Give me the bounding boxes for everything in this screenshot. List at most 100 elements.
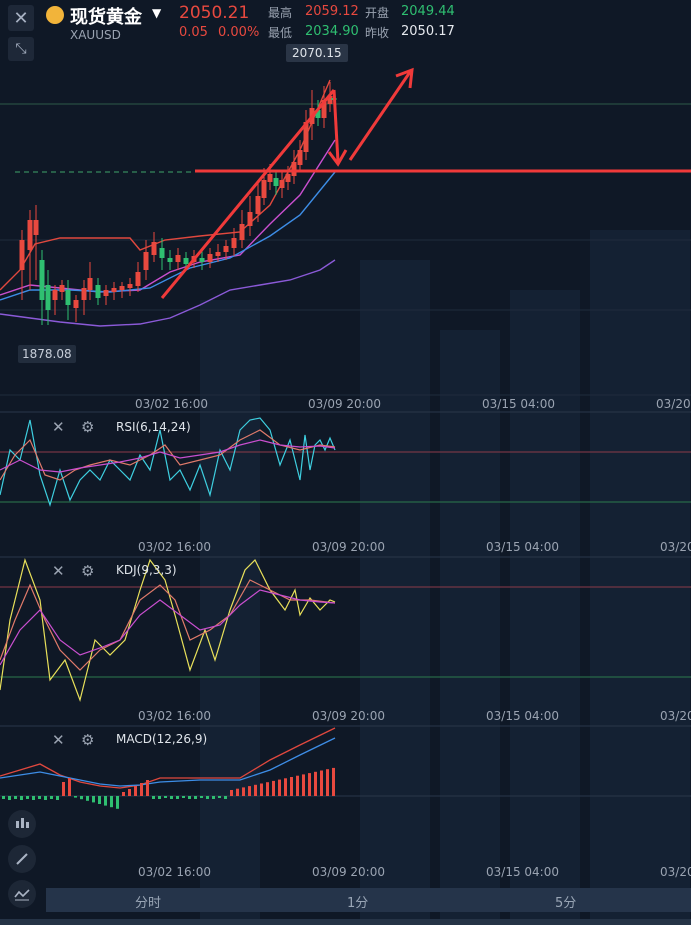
open-value: 2049.44 — [401, 4, 455, 19]
macd-bar — [56, 796, 59, 800]
macd-bar — [104, 796, 107, 806]
macd-bar — [326, 769, 329, 796]
macd-bar — [320, 770, 323, 796]
trend-annotations — [160, 67, 691, 299]
macd-bar — [44, 796, 47, 800]
gear-icon: ⚙ — [81, 418, 95, 436]
candlestick-style-button[interactable] — [8, 810, 36, 838]
tab-5min[interactable]: 5分 — [555, 896, 577, 911]
close-icon: ✕ — [52, 562, 65, 580]
macd-bar — [314, 771, 317, 796]
candle-body — [261, 180, 267, 198]
macd-bar — [260, 783, 263, 796]
remove-macd-button[interactable]: ✕ — [52, 731, 65, 749]
bottom-bar — [0, 919, 691, 925]
x-tick: 03/15 04:00 — [482, 397, 555, 411]
price-change-pct: 0.00% — [218, 25, 260, 40]
macd-lines — [0, 727, 336, 789]
candle-body — [199, 258, 205, 262]
candle-body — [135, 272, 141, 286]
macd-bar — [290, 777, 293, 796]
candle-body — [291, 162, 297, 176]
tab-timeshare[interactable]: 分时 — [135, 896, 162, 911]
macd-bar — [188, 796, 191, 799]
macd-bar — [218, 796, 221, 798]
macd-bar — [2, 796, 5, 799]
candle-body — [273, 178, 279, 186]
candle-body — [239, 224, 245, 240]
remove-kdj-button[interactable]: ✕ — [52, 562, 65, 580]
macd-bar — [224, 796, 227, 799]
prev-close-label: 昨收 — [365, 26, 390, 40]
tab-1min[interactable]: 1分 — [347, 896, 369, 911]
symbol-code: XAUUSD — [70, 28, 121, 42]
candle-body — [33, 220, 39, 235]
shrink-button[interactable]: ⤡ — [8, 37, 34, 61]
candle-body — [111, 288, 117, 292]
x-tick: 03/02 16:00 — [138, 709, 211, 723]
candle-body — [279, 180, 285, 188]
draw-tool-button[interactable] — [8, 845, 36, 873]
candle-body — [143, 252, 149, 270]
candle-body — [231, 238, 237, 248]
open-label: 开盘 — [365, 6, 390, 20]
candle-body — [19, 240, 25, 270]
x-tick: 03/20 — [656, 397, 691, 411]
candle-body — [45, 285, 51, 310]
macd-bar — [122, 792, 125, 796]
x-tick: 03/15 04:00 — [486, 709, 559, 723]
macd-bar — [86, 796, 89, 801]
macd-bar — [308, 773, 311, 796]
candle-body — [327, 96, 333, 104]
pencil-icon — [16, 853, 28, 865]
macd-bar — [242, 787, 245, 796]
period-tabbar: 分时 1分 5分 — [46, 888, 691, 912]
macd-bar — [128, 789, 131, 796]
kdj-settings-button[interactable]: ⚙ — [81, 562, 94, 580]
candle-body — [73, 300, 79, 308]
candle-body — [27, 220, 33, 250]
candle-body — [285, 174, 291, 182]
candle-body — [321, 100, 327, 118]
indicator-button[interactable] — [8, 880, 36, 908]
macd-histogram — [2, 767, 335, 809]
macd-bar — [98, 796, 101, 804]
min-price-label: 1878.08 — [18, 345, 76, 363]
macd-bar — [80, 796, 83, 800]
rsi-settings-button[interactable]: ⚙ — [81, 418, 94, 436]
chevron-down-icon[interactable]: ▼ — [152, 6, 162, 20]
x-tick: 03/20 — [660, 865, 691, 879]
macd-bar — [134, 786, 137, 796]
candle-body — [103, 290, 109, 296]
kdj-lines — [0, 557, 336, 703]
x-tick: 03/15 04:00 — [486, 865, 559, 879]
close-button[interactable]: ✕ — [8, 5, 34, 31]
high-value: 2059.12 — [305, 4, 359, 19]
x-tick: 03/09 20:00 — [312, 865, 385, 879]
macd-bar — [176, 796, 179, 799]
background-cityscape — [200, 230, 690, 920]
symbol-name[interactable]: 现货黄金 — [70, 7, 142, 28]
macd-bar — [254, 784, 257, 796]
macd-bar — [230, 790, 233, 796]
macd-bar — [248, 786, 251, 796]
macd-bar — [302, 774, 305, 796]
macd-bar — [332, 767, 335, 796]
macd-bar — [38, 796, 41, 799]
prev-close-value: 2050.17 — [401, 24, 455, 39]
macd-bar — [26, 796, 29, 799]
macd-bar — [206, 796, 209, 799]
remove-rsi-button[interactable]: ✕ — [52, 418, 65, 436]
x-tick: 03/02 16:00 — [138, 540, 211, 554]
candle-body — [223, 246, 229, 252]
main-grid — [0, 103, 691, 396]
candle-body — [303, 122, 309, 152]
gold-logo-icon — [46, 6, 64, 24]
macd-settings-button[interactable]: ⚙ — [81, 731, 94, 749]
candle-body — [159, 248, 165, 258]
line-chart-icon — [14, 889, 30, 901]
candle-body — [247, 212, 253, 226]
candle-body — [297, 150, 303, 165]
candle-body — [207, 254, 213, 262]
